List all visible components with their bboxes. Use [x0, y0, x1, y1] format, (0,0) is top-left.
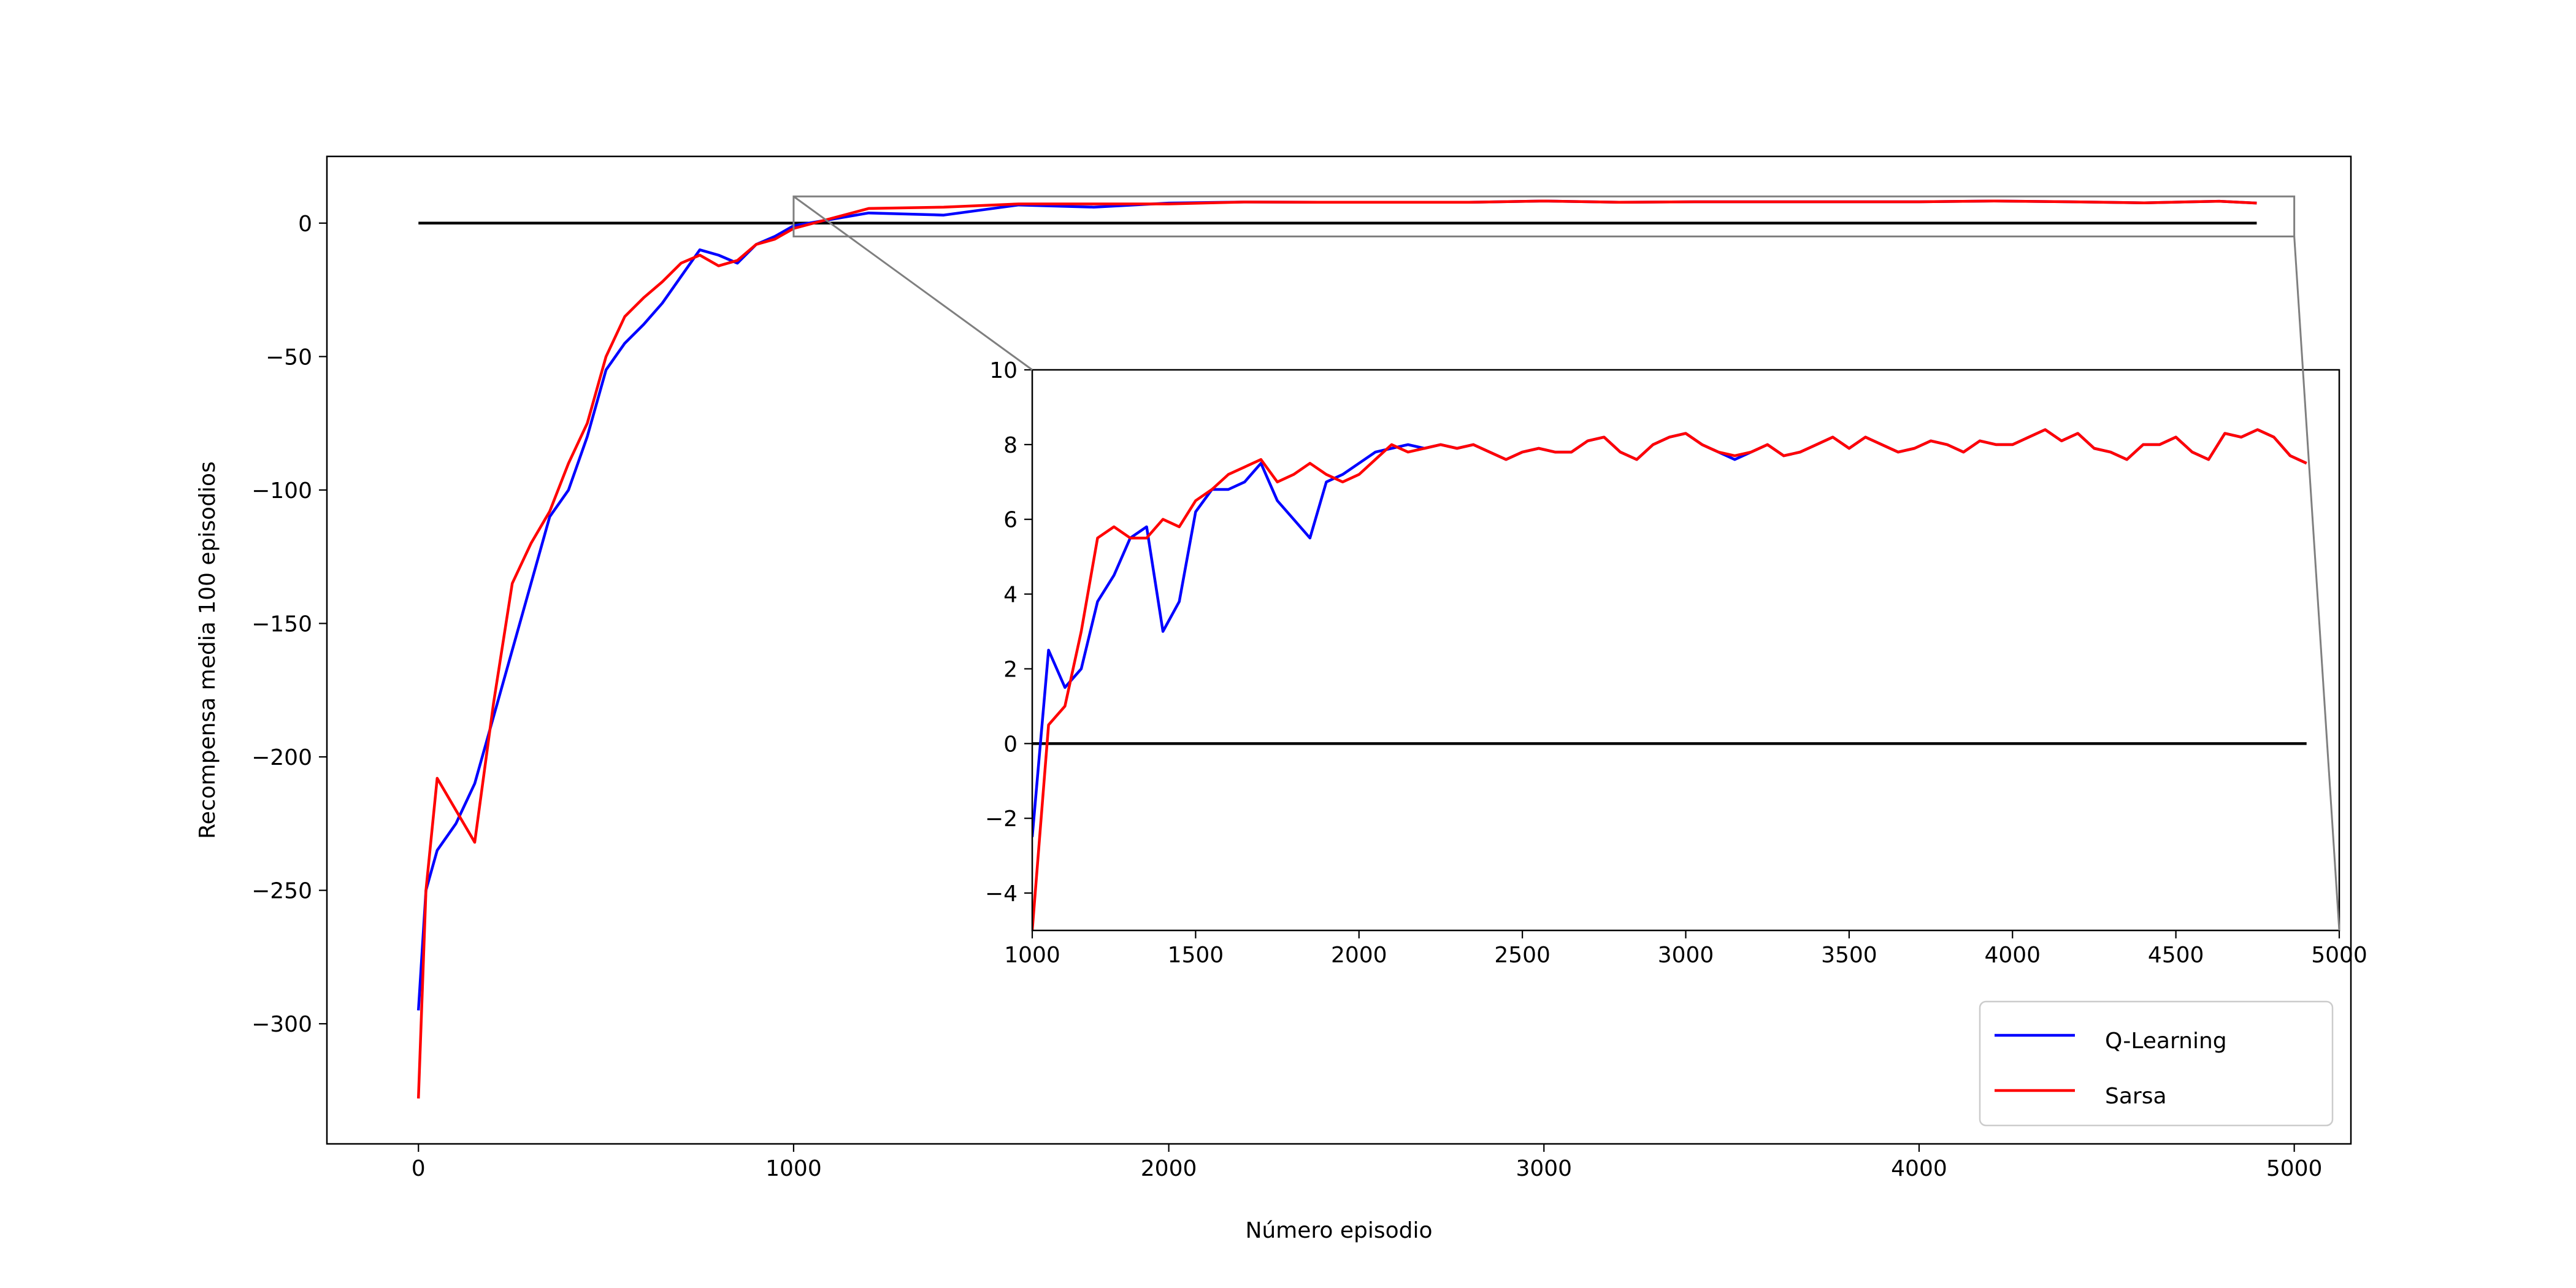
plot-layer [1032, 428, 2307, 930]
data-line [1032, 428, 2307, 930]
data-line [416, 199, 2257, 1099]
y-tick-label: −50 [266, 345, 312, 370]
x-tick-label: 4500 [2148, 943, 2204, 968]
legend-box [1979, 1000, 2334, 1127]
y-tick-label: −250 [251, 879, 312, 904]
y-tick-label: 4 [1003, 583, 1018, 608]
y-tick-label: −100 [251, 478, 312, 504]
x-tick-label: 2500 [1494, 943, 1551, 968]
y-tick-label: 10 [989, 358, 1018, 383]
y-tick-label: −150 [251, 611, 312, 637]
y-tick-label: 0 [1003, 732, 1018, 757]
x-tick-label: 1000 [1004, 943, 1060, 968]
plot-layer [416, 199, 2257, 1099]
x-tick-label: 3500 [1821, 943, 1877, 968]
y-tick-label: −300 [251, 1012, 312, 1037]
y-tick-label: −2 [985, 807, 1018, 832]
zoom-region [792, 195, 2296, 238]
zoom-connector [2293, 236, 2340, 931]
x-tick-label: 0 [412, 1156, 426, 1181]
x-tick-label: 3000 [1516, 1156, 1572, 1181]
x-tick-label: 4000 [1891, 1156, 1947, 1181]
x-axis-label: Número episodio [1245, 1218, 1432, 1243]
x-tick-label: 2000 [1141, 1156, 1197, 1181]
y-tick-label: −4 [985, 881, 1018, 907]
x-tick-label: 4000 [1984, 943, 2041, 968]
x-tick-label: 2000 [1331, 943, 1387, 968]
legend-label: Sarsa [2105, 1084, 2167, 1109]
plot-area [1032, 370, 2339, 930]
zoom-connector [793, 196, 1033, 371]
x-tick-label: 3000 [1658, 943, 1714, 968]
x-tick-label: 5000 [2266, 1156, 2323, 1181]
y-tick-label: −200 [251, 745, 312, 770]
x-tick-label: 1500 [1168, 943, 1224, 968]
y-tick-label: 8 [1003, 433, 1018, 458]
x-tick-label: 1000 [765, 1156, 822, 1181]
y-tick-label: 6 [1003, 508, 1018, 533]
y-axis-label: Recompensa media 100 episodios [195, 461, 220, 839]
y-tick-label: 2 [1003, 657, 1018, 682]
legend-label: Q-Learning [2105, 1029, 2227, 1054]
x-tick-label: 5000 [2311, 943, 2367, 968]
y-tick-label: 0 [298, 212, 312, 237]
axes-frame [326, 155, 2352, 1145]
